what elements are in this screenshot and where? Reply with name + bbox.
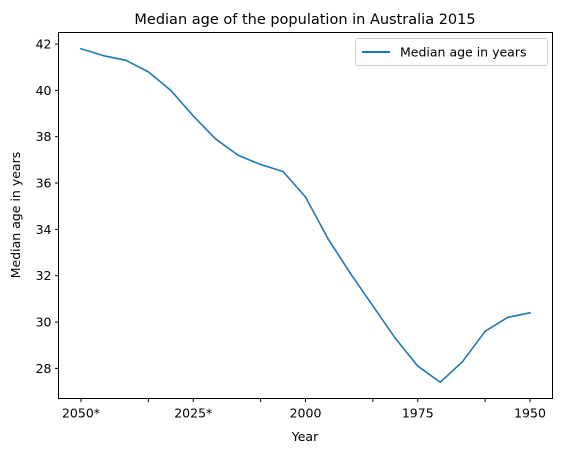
x-axis-label: Year bbox=[291, 429, 319, 444]
x-tick-label: 1975 bbox=[402, 406, 434, 421]
data-point bbox=[372, 305, 374, 307]
data-point bbox=[529, 311, 531, 314]
data-point bbox=[327, 237, 329, 240]
chart-title: Median age of the population in Australi… bbox=[134, 12, 475, 28]
data-point bbox=[439, 381, 442, 384]
data-point bbox=[170, 89, 172, 92]
x-tick-label: 1950 bbox=[514, 406, 546, 421]
data-point bbox=[349, 272, 352, 275]
plot-frame bbox=[58, 32, 553, 399]
data-point bbox=[304, 196, 307, 198]
series-line bbox=[80, 47, 531, 384]
y-tick-label: 32 bbox=[36, 268, 52, 283]
data-point bbox=[461, 360, 464, 363]
y-tick-label: 30 bbox=[36, 315, 52, 330]
y-tick-label: 42 bbox=[36, 37, 52, 52]
y-tick-label: 40 bbox=[36, 83, 52, 98]
data-point bbox=[147, 71, 150, 73]
legend-box bbox=[355, 38, 548, 66]
y-axis-label: Median age in years bbox=[8, 152, 23, 278]
y-axis: 28 30 32 34 36 38 40 42 bbox=[36, 37, 59, 376]
legend-label: Median age in years bbox=[400, 45, 526, 60]
data-point bbox=[506, 316, 509, 319]
y-tick-label: 28 bbox=[36, 361, 52, 376]
legend: Median age in years bbox=[355, 38, 548, 66]
data-point bbox=[102, 54, 105, 57]
data-point bbox=[484, 330, 486, 333]
x-tick-label: 2025* bbox=[174, 406, 212, 421]
x-axis: 2050* 2025* 2000 1975 1950 bbox=[62, 398, 546, 421]
data-point bbox=[416, 365, 419, 367]
data-point bbox=[125, 59, 127, 62]
y-tick-label: 36 bbox=[36, 176, 52, 191]
data-point bbox=[214, 138, 217, 140]
series-layer bbox=[80, 47, 531, 384]
x-tick-label: 2050* bbox=[62, 406, 100, 421]
y-tick-label: 34 bbox=[36, 222, 52, 237]
data-point bbox=[237, 154, 239, 157]
y-tick-label: 38 bbox=[36, 129, 52, 144]
data-point bbox=[259, 163, 262, 166]
data-point bbox=[394, 337, 397, 340]
data-point bbox=[80, 47, 82, 50]
data-point bbox=[192, 115, 195, 117]
x-tick-label: 2000 bbox=[290, 406, 322, 421]
data-point bbox=[282, 170, 284, 173]
